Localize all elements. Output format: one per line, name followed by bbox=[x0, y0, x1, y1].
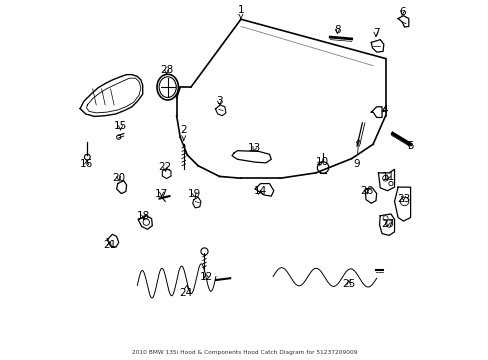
Text: 10: 10 bbox=[315, 157, 328, 167]
Text: 17: 17 bbox=[155, 189, 168, 199]
Text: 20: 20 bbox=[112, 173, 125, 183]
Text: 24: 24 bbox=[179, 285, 192, 297]
Text: 14: 14 bbox=[253, 186, 266, 197]
Text: 16: 16 bbox=[80, 159, 93, 169]
Text: 8: 8 bbox=[333, 25, 340, 35]
Text: 22: 22 bbox=[158, 162, 171, 172]
Text: 25: 25 bbox=[342, 279, 355, 289]
Text: 3: 3 bbox=[216, 96, 223, 107]
Text: 13: 13 bbox=[247, 143, 261, 153]
Text: 6: 6 bbox=[398, 7, 405, 17]
Text: 27: 27 bbox=[381, 219, 394, 229]
Text: 18: 18 bbox=[137, 211, 150, 221]
Text: 23: 23 bbox=[396, 194, 409, 203]
Text: 12: 12 bbox=[199, 272, 212, 282]
Text: 11: 11 bbox=[381, 172, 394, 182]
Text: 9: 9 bbox=[353, 139, 360, 169]
Text: 7: 7 bbox=[372, 28, 379, 38]
Text: 26: 26 bbox=[359, 186, 372, 197]
Text: 2: 2 bbox=[180, 125, 187, 140]
Text: 19: 19 bbox=[187, 189, 201, 199]
Text: 2010 BMW 135i Hood & Components Hood Catch Diagram for 51237209009: 2010 BMW 135i Hood & Components Hood Cat… bbox=[131, 350, 357, 355]
Text: 15: 15 bbox=[114, 121, 127, 131]
Text: 21: 21 bbox=[102, 240, 116, 250]
Text: 28: 28 bbox=[160, 65, 173, 75]
Text: 4: 4 bbox=[381, 105, 387, 115]
Text: 1: 1 bbox=[237, 5, 244, 18]
Text: 5: 5 bbox=[407, 141, 413, 151]
